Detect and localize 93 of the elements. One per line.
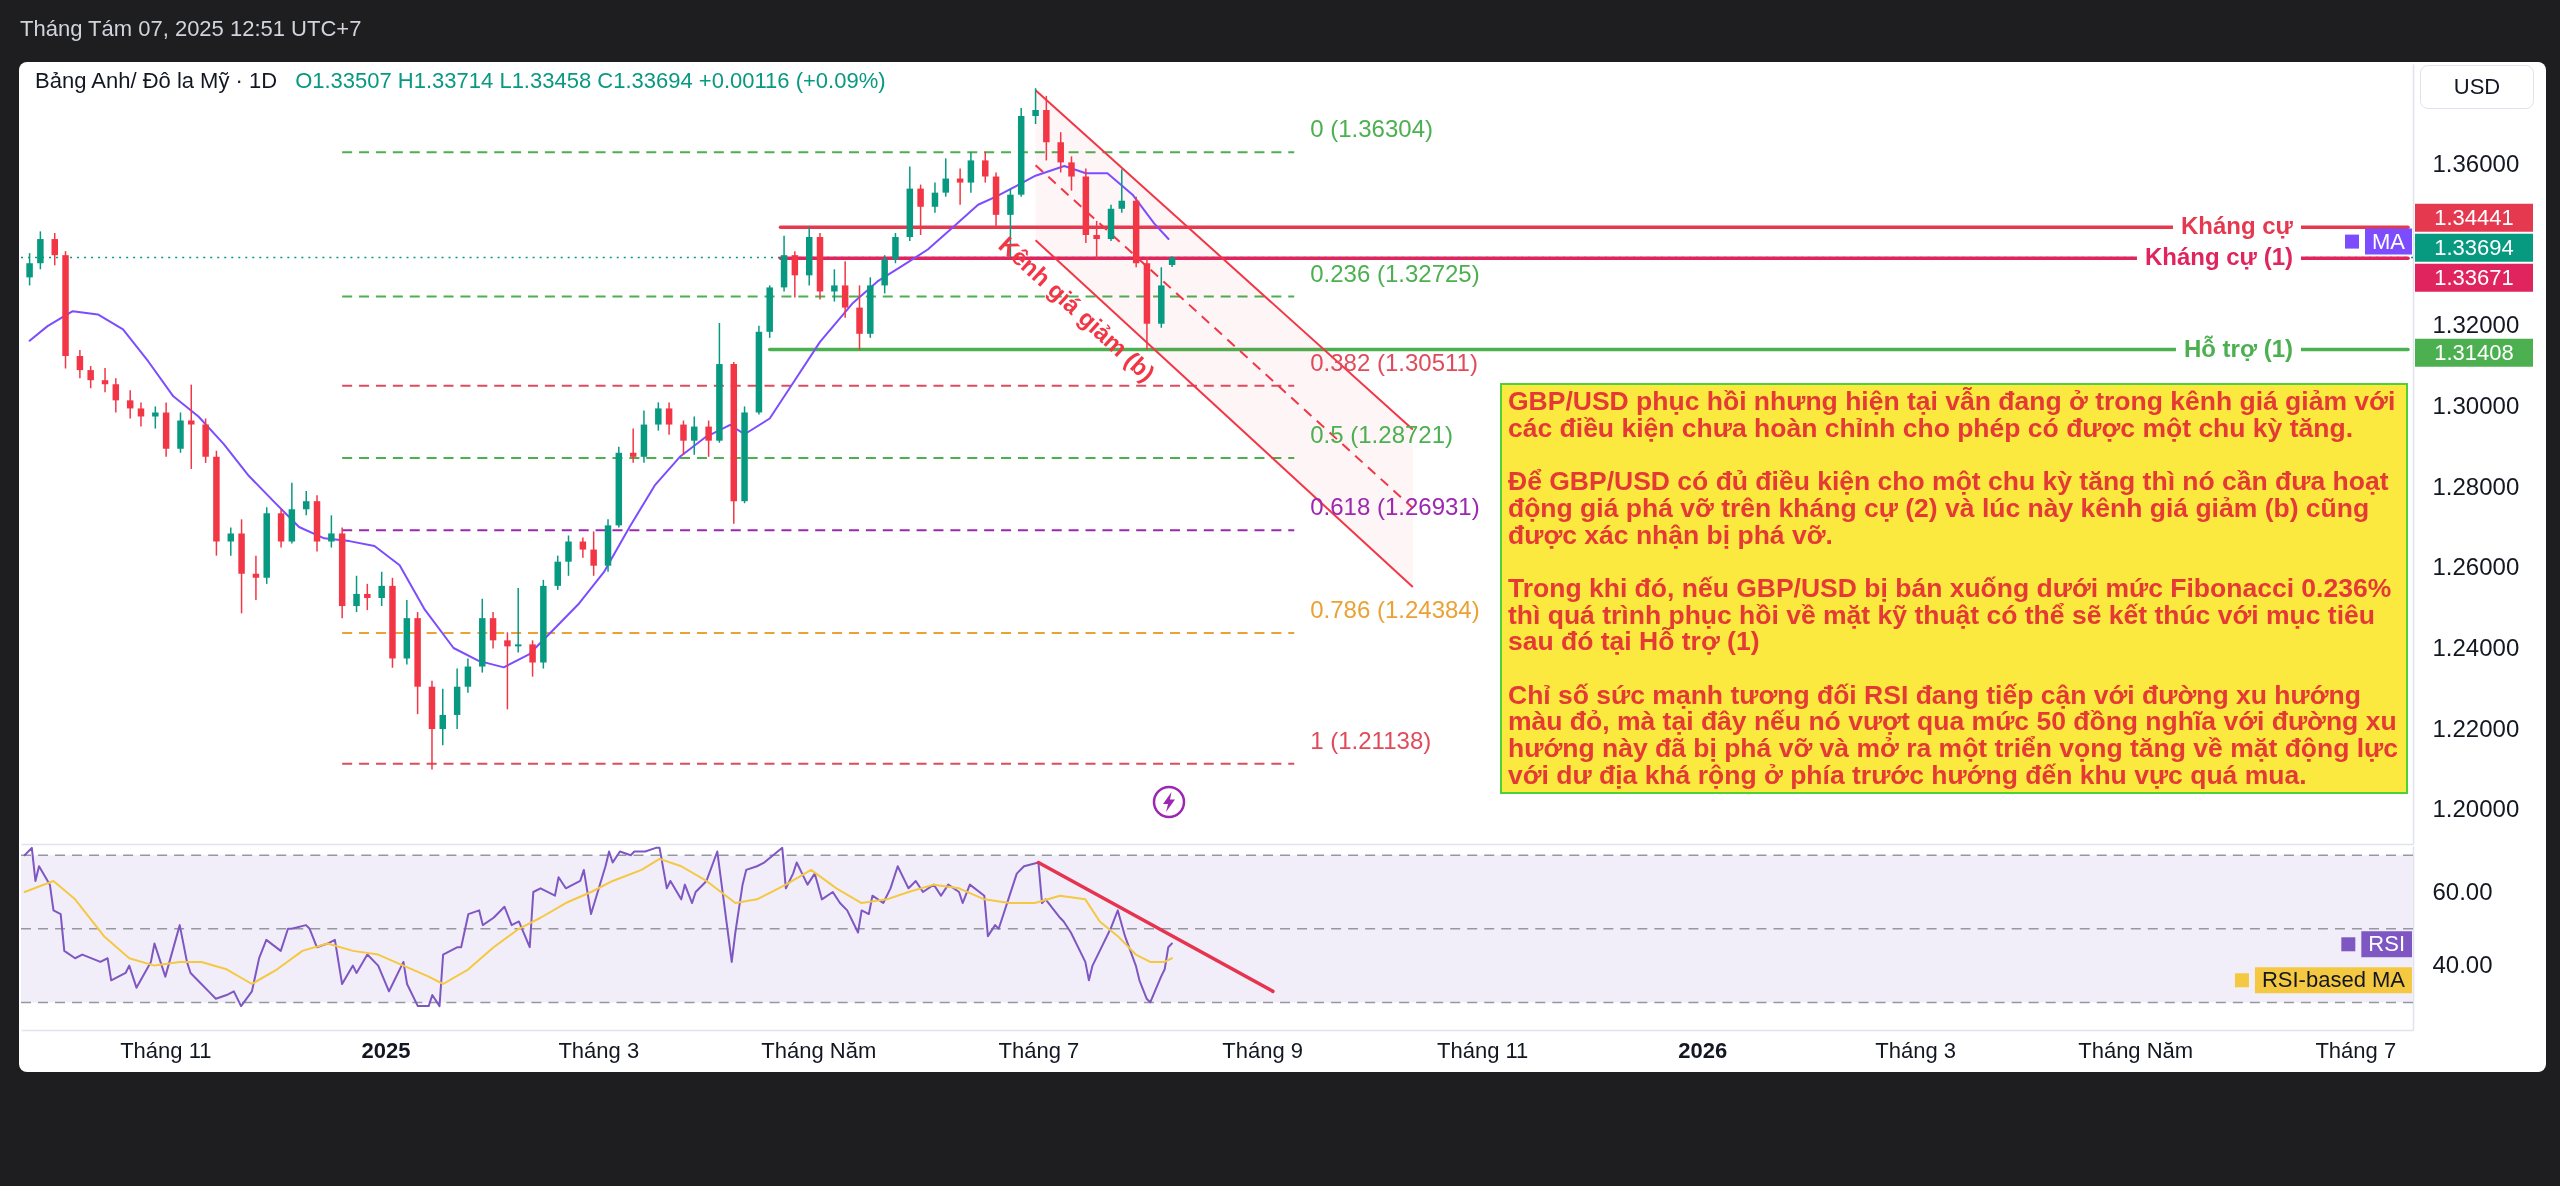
legend-label: RSI-based MA [2261,967,2406,993]
candlestick [328,514,335,549]
y-tick-label: 1.36000 [2432,149,2520,177]
series-label: 0.236 (1.32725) [1310,259,1480,287]
x-tick-label: Tháng 3 [1875,1037,1956,1063]
chart-subtitle: O1.33507 H1.33714 L1.33458 C1.33694 +0.00116 (+0.09%) [295,68,886,93]
x-tick-label: Tháng Năm [2078,1037,2194,1063]
annotation: Để GBP/USD có đủ điều kiện cho một chu kỳ tăng thì nó cần đưa hoạt động giá phá vỡ trên kháng cự (2) và lúc này kênh giá giảm (b) cũng được xác nhận bị phá vỡ. [1508,466,2390,550]
candlestick [101,367,109,394]
line-series [23,857,1173,985]
data-label: 1.33671 [2434,264,2514,290]
candlestick [956,167,964,206]
candlestick [439,687,447,746]
candlestick [982,150,989,184]
y-tick-label: 1.24000 [2432,633,2520,661]
series-label: Kháng cự (1) [2144,243,2293,271]
candlestick [691,415,698,456]
candlestick [831,268,838,303]
candlestick [112,377,120,414]
annotation: Chỉ số sức mạnh tương đối RSI đang tiếp cận với đường xu hướng màu đỏ, mà tại đây nếu nó vượt qua mức 50 đồng nghĩa với đường xu hướng này đã bị phá vỡ và mở ra một triển vọng tăng về mặt động lực với dư địa khá rộng ở phía trước hướng đến khu vực quá mua. [1508,679,2400,790]
x-tick-label: Tháng Năm [761,1037,877,1063]
data-label: 1.31408 [2434,339,2514,365]
x-tick-label: Tháng 7 [998,1037,1080,1063]
y-tick-label: 1.20000 [2432,795,2520,823]
candlestick [137,401,145,428]
line-series [23,846,1173,1008]
candlestick [1093,220,1100,260]
candlestick [1068,155,1075,192]
candlestick [51,232,58,266]
candlestick [364,583,371,611]
candlestick [1118,168,1126,214]
candlestick [87,365,94,390]
text: Tháng Tám 07, 2025 12:51 UTC+7 [20,16,362,42]
x-tick-label: Tháng 11 [120,1037,212,1063]
y-tick-label: 1.28000 [2432,472,2520,500]
candlestick [629,427,637,464]
candlestick [565,534,572,577]
candlestick [504,631,511,711]
annotation: GBP/USD phục hồi nhưng hiện tại vẫn đang ở trong kênh giá giảm với các điều kiện chưa hoàn chỉnh cho phép có được một chu kỳ tăng. [1508,386,2397,443]
y-tick-label: 40.00 [2432,951,2493,979]
line-series [28,165,1170,669]
candlestick [378,571,385,607]
x-tick-label: 2026 [1678,1037,1728,1063]
x-tick-label: Tháng 3 [558,1037,640,1063]
candlestick [680,419,687,456]
candlestick [126,389,134,420]
legend-label: MA [2372,228,2406,254]
candlestick [489,611,497,650]
x-tick-label: Tháng 9 [1222,1037,1303,1063]
candlestick [590,530,597,577]
x-tick-label: 2025 [361,1037,411,1063]
annotation: Trong khi đó, nếu GBP/USD bị bán xuống dưới mức Fibonacci 0.236% thì quá trình phục hồi về mặt kỹ thuật có thể sẽ kết thúc với mục tiêu sau đó tại Hỗ trợ (1) [1508,572,2393,657]
y-tick-label: 60.00 [2432,877,2493,905]
candlestick [152,405,159,430]
candlestick [942,157,949,198]
candlestick [791,250,799,299]
candlestick [514,587,522,654]
candlestick [464,657,472,694]
y-tick-label: 1.30000 [2432,391,2520,419]
candlestick [1057,131,1064,174]
data-label: 1.34441 [2434,204,2514,230]
series-label: 1 (1.21138) [1310,726,1432,754]
y-axis-title: USD [2420,65,2534,109]
candlestick [931,181,939,214]
candlestick [227,526,235,557]
series-label: 0 (1.36304) [1310,115,1434,143]
chart-title: Bảng Anh/ Đô la Mỹ · 1D [35,68,278,93]
candlestick [917,183,924,236]
x-tick-label: Tháng 11 [1437,1037,1529,1063]
candlestick [76,349,84,379]
x-tick-label: Tháng 7 [2315,1037,2397,1063]
candlestick [841,260,849,319]
y-tick-label: 1.32000 [2432,311,2520,339]
candlestick [252,554,260,601]
candlestick [655,401,662,432]
series-label: 0.5 (1.28721) [1310,420,1454,448]
candlestick [705,419,712,458]
candlestick [188,383,195,470]
candlestick [892,232,899,264]
series-label: 0.786 (1.24384) [1310,595,1480,623]
y-tick-label: 1.22000 [2432,714,2520,742]
candlestick [579,536,587,559]
legend-label: RSI [2368,931,2406,957]
series-label: Hỗ trợ (1) [2183,334,2293,362]
candlestick [353,575,360,613]
series-label: Kháng cự [2180,212,2294,240]
candlestick [1032,87,1039,125]
y-tick-label: 1.26000 [2432,553,2520,581]
candlestick [529,639,536,678]
candlestick [665,401,673,436]
candlestick [967,151,975,194]
ref-line-label: 1.33694 [2434,234,2514,260]
candlestick [302,490,310,517]
